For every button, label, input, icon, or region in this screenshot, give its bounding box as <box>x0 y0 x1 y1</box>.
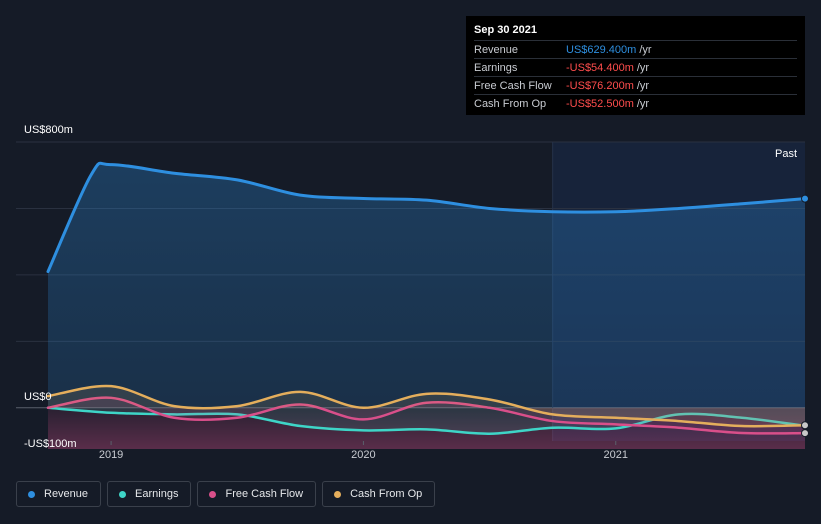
tooltip-row: Revenue US$629.400m/yr <box>474 40 797 58</box>
legend-dot-icon <box>119 490 127 498</box>
tooltip-label: Earnings <box>474 61 518 74</box>
legend-label: Free Cash Flow <box>225 488 304 500</box>
free-cash-flow-line <box>46 396 807 435</box>
tooltip-unit: /yr <box>639 43 652 56</box>
legend-dot-icon <box>209 490 217 498</box>
tooltip-label: Cash From Op <box>474 97 547 110</box>
legend-item-cash-from-op[interactable]: Cash From Op <box>322 481 436 507</box>
y-tick-label: US$0 <box>24 391 52 403</box>
x-tick-label: 2020 <box>351 449 375 461</box>
x-tick-label: 2021 <box>604 449 628 461</box>
y-axis: US$800m US$0 -US$100m <box>24 124 77 450</box>
tooltip-value: -US$54.400m <box>566 61 634 74</box>
legend-item-revenue[interactable]: Revenue <box>16 481 102 507</box>
revenue-area <box>48 163 805 408</box>
tooltip-row: Cash From Op -US$52.500m/yr <box>474 94 797 112</box>
cash-from-op-end-point <box>801 421 809 430</box>
legend-label: Earnings <box>135 488 179 500</box>
legend-item-free-cash-flow[interactable]: Free Cash Flow <box>197 481 317 507</box>
tooltip-value: US$629.400m <box>566 43 637 56</box>
revenue-line <box>46 161 807 274</box>
y-tick-label: -US$100m <box>24 438 77 450</box>
tooltip-unit: /yr <box>636 79 650 92</box>
cash-from-op-area <box>48 385 805 427</box>
cash-from-op-line <box>46 384 807 428</box>
y-tick-label: US$800m <box>24 124 73 136</box>
series-layer <box>46 161 809 438</box>
tooltip-label: Revenue <box>474 43 519 56</box>
legend-dot-icon <box>28 490 35 498</box>
revenue-end-point <box>801 194 809 203</box>
tooltip-unit: /yr <box>636 61 650 74</box>
tooltip-row: Earnings -US$54.400m/yr <box>474 58 797 76</box>
x-axis: 2019 2020 2021 <box>99 441 628 461</box>
tooltip-row: Free Cash Flow -US$76.200m/yr <box>474 76 797 94</box>
tooltip-value: -US$52.500m <box>566 97 634 110</box>
tooltip-value: -US$76.200m <box>566 79 634 92</box>
legend-label: Cash From Op <box>350 488 423 500</box>
tooltip-panel: Sep 30 2021 Revenue US$629.400m/yr Earning… <box>466 16 805 115</box>
tooltip-date: Sep 30 2021 <box>474 24 537 36</box>
past-label: Past <box>775 148 797 160</box>
legend: Revenue Earnings Free Cash Flow Cash From O… <box>16 481 436 507</box>
x-tick-label: 2019 <box>99 449 123 461</box>
free-cash-flow-end-point <box>801 429 809 438</box>
tooltip-unit: /yr <box>636 97 650 110</box>
legend-dot-icon <box>334 490 342 498</box>
legend-label: Revenue <box>44 488 89 500</box>
legend-item-earnings[interactable]: Earnings <box>107 481 192 507</box>
earnings-line <box>46 406 807 435</box>
tooltip-label: Free Cash Flow <box>474 79 552 92</box>
